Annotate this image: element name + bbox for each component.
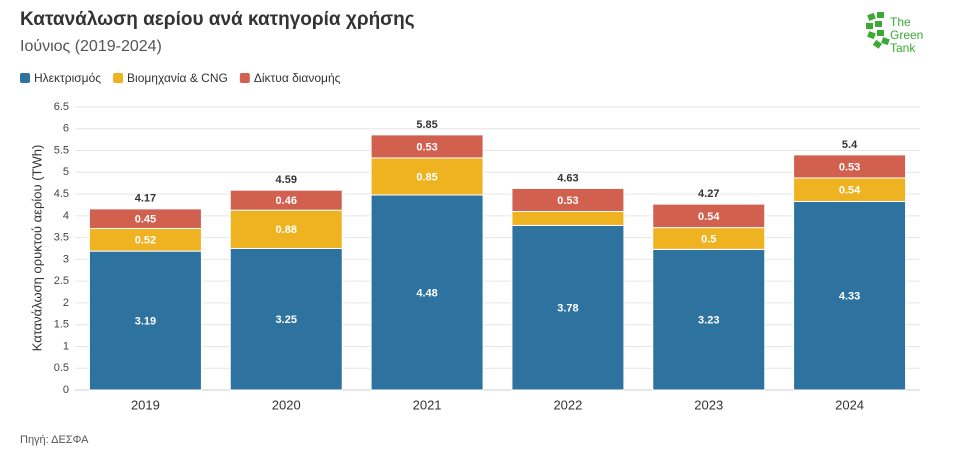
chart-title: Κατανάλωση αερίου ανά κατηγορία χρήσης <box>20 9 415 30</box>
total-label: 4.27 <box>698 188 719 200</box>
legend-swatch <box>20 73 30 83</box>
y-tick-label: 5.5 <box>54 144 69 156</box>
y-tick-label: 4 <box>63 210 69 222</box>
data-label: 0.85 <box>416 171 437 183</box>
data-label: 3.19 <box>135 315 156 327</box>
total-label: 4.17 <box>135 192 156 204</box>
x-tick-label: 2023 <box>694 397 723 412</box>
legend-label: Δίκτυα διανομής <box>254 71 341 85</box>
legend-swatch <box>239 73 250 83</box>
data-label: 0.53 <box>557 195 578 207</box>
y-tick-label: 4.5 <box>54 188 69 200</box>
y-tick-label: 0.5 <box>54 362 69 374</box>
legend-swatch <box>113 73 124 83</box>
bar-segment <box>511 224 625 391</box>
bar-segment <box>88 208 202 229</box>
bar-segment <box>511 210 625 226</box>
data-label: 0.53 <box>416 141 437 153</box>
total-label: 5.4 <box>842 139 858 151</box>
y-tick-label: 2.5 <box>54 275 69 287</box>
x-tick-label: 2019 <box>131 397 160 412</box>
data-label: 3.78 <box>557 303 578 315</box>
x-tick-label: 2021 <box>413 397 442 412</box>
legend-label: Ηλεκτρισμός <box>34 71 101 85</box>
x-tick-label: 2024 <box>835 397 864 412</box>
x-tick-label: 2020 <box>272 397 301 412</box>
data-label: 4.33 <box>839 291 860 303</box>
bar-segment <box>511 187 625 212</box>
data-label: 0.54 <box>839 185 861 197</box>
y-tick-label: 5 <box>63 166 69 178</box>
y-tick-label: 1 <box>63 340 69 352</box>
y-tick-label: 1.5 <box>54 319 69 331</box>
data-label: 0.46 <box>276 195 297 207</box>
y-tick-label: 6 <box>63 123 69 135</box>
bar-segment <box>652 248 766 391</box>
logo-text: Green <box>890 28 923 42</box>
bar-segment <box>88 250 202 391</box>
bar-segment <box>370 194 484 391</box>
source: Πηγή: ΔΕΣΦΑ <box>20 434 89 446</box>
bar-segment <box>793 154 907 179</box>
logo: The Green Tank <box>866 12 923 55</box>
y-axis-label: Κατανάλωση ορυκτού αερίου (TWh) <box>29 145 44 352</box>
data-label: 4.48 <box>416 287 437 299</box>
data-label: 0.5 <box>701 233 716 245</box>
bar-segment <box>370 134 484 159</box>
bar-segment <box>229 189 343 211</box>
total-label: 4.59 <box>276 174 297 186</box>
legend-label: Βιομηχανία & CNG <box>127 71 228 85</box>
y-tick-label: 0 <box>63 384 69 396</box>
data-label: 3.25 <box>276 314 297 326</box>
data-label: 0.53 <box>839 161 860 173</box>
data-label: 0.52 <box>135 235 156 247</box>
data-label: 0.88 <box>276 224 297 236</box>
y-tick-label: 3.5 <box>54 232 69 244</box>
bar-segment <box>652 203 766 229</box>
y-tick-label: 3 <box>63 253 69 265</box>
y-tick-label: 2 <box>63 297 69 309</box>
data-label: 3.23 <box>698 315 719 327</box>
logo-text: Tank <box>890 41 916 55</box>
chart-subtitle: Ιούνιος (2019-2024) <box>20 38 162 55</box>
data-label: 0.54 <box>698 211 720 223</box>
y-tick-label: 6.5 <box>54 101 69 113</box>
data-label: 0.45 <box>135 214 156 226</box>
x-tick-label: 2022 <box>553 397 582 412</box>
logo-icon <box>866 12 890 49</box>
total-label: 5.85 <box>416 119 437 131</box>
logo-text: The <box>890 15 911 29</box>
total-label: 4.63 <box>557 172 578 184</box>
bar-segment <box>229 248 343 391</box>
